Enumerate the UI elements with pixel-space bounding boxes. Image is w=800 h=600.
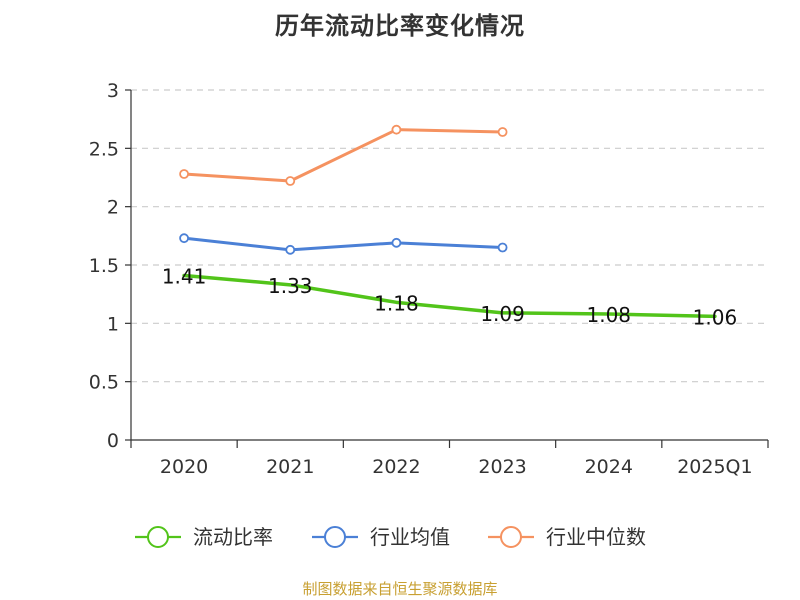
series-lines [179,124,717,319]
legend[interactable]: 流动比率 行业均值 行业中位数 [135,525,646,549]
data-label: 1.06 [693,305,738,329]
data-label: 1.41 [162,265,207,289]
legend-item-1[interactable]: 行业均值 [312,525,450,549]
legend-marker-icon [324,526,346,548]
x-tick-label: 2025Q1 [677,456,752,478]
legend-marker-icon [500,526,522,548]
data-point[interactable] [497,242,508,253]
data-point[interactable] [285,176,296,186]
x-tick-label: 2020 [160,456,208,478]
x-tick-label: 2021 [266,456,314,478]
data-point[interactable] [179,169,189,179]
data-label: 1.09 [480,302,525,326]
data-label: 1.08 [586,303,631,327]
data-label: 1.18 [374,291,419,315]
data-labels: 1.41 1.33 1.18 1.09 1.08 1.06 [162,265,737,330]
grid-lines [131,89,768,383]
y-tick-label: 2.5 [89,138,119,160]
legend-label: 流动比率 [193,525,273,549]
x-tick-label: 2024 [585,456,633,478]
axes: 0 0.5 1 1.5 2 2.5 3 2020 2021 2022 2023 2024 2025Q1 [89,80,769,478]
legend-label: 行业中位数 [546,525,646,549]
y-tick-label: 1.5 [89,255,119,277]
x-tick-label: 2023 [478,456,526,478]
data-label: 1.33 [268,274,313,298]
y-tick-label: 3 [107,80,119,102]
series-line-0 [182,273,717,319]
y-tick-label: 2 [107,197,119,219]
y-tick-label: 0.5 [89,372,119,394]
data-point[interactable] [391,124,402,135]
series-line-2 [182,128,505,183]
data-point[interactable] [179,233,189,244]
legend-item-2[interactable]: 行业中位数 [488,525,646,549]
y-tick-label: 0 [107,430,119,452]
legend-item-0[interactable]: 流动比率 [135,525,273,549]
legend-label: 行业均值 [370,525,450,549]
source-note: 制图数据来自恒生聚源数据库 [302,580,498,598]
legend-marker-icon [147,526,169,548]
data-point[interactable] [497,127,508,137]
chart-title: 历年流动比率变化情况 [275,12,525,40]
data-point[interactable] [285,244,296,255]
x-tick-label: 2022 [372,456,420,478]
data-point[interactable] [391,237,402,248]
y-tick-label: 1 [107,313,119,335]
series-line-1 [182,236,505,252]
